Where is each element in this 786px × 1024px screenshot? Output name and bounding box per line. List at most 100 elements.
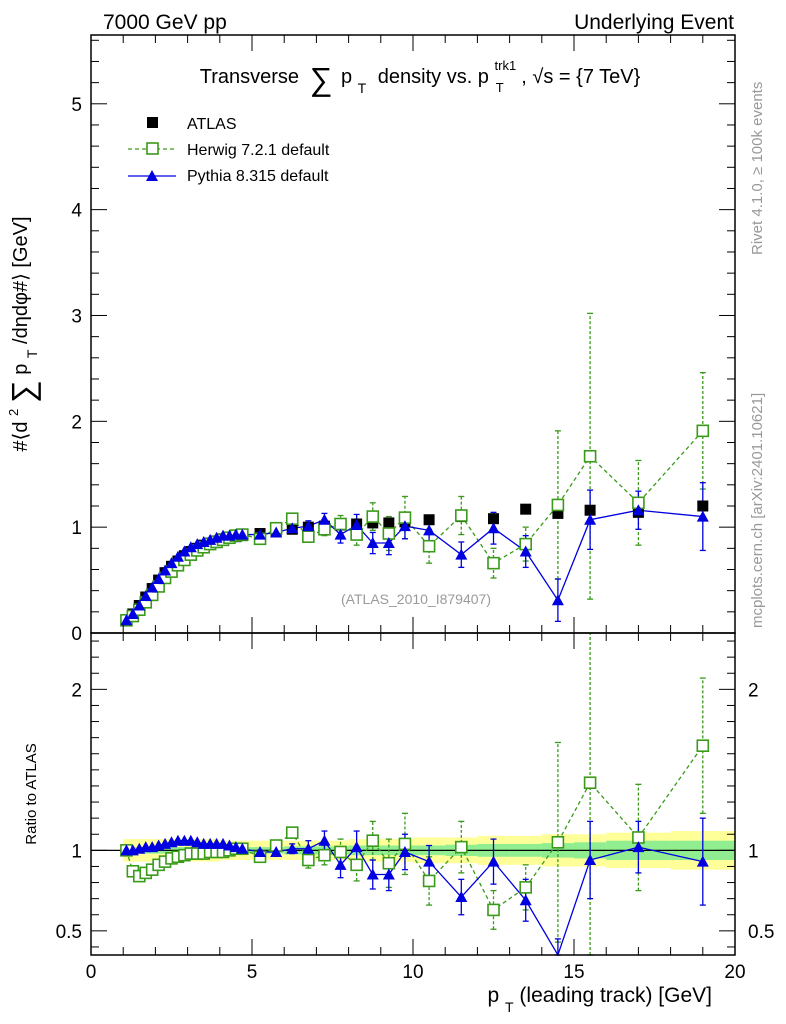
title-sub: T — [496, 80, 504, 95]
herwig-point — [487, 556, 500, 570]
x-tick-label: 10 — [402, 962, 423, 983]
herwig-point — [422, 539, 436, 553]
legend-atlas-label: ATLAS — [187, 116, 237, 133]
ratio-pythia-point — [519, 894, 532, 906]
ratio-herwig-point — [454, 840, 468, 854]
ratio-herwig-point — [583, 776, 597, 790]
xlabel: p T (leading track) [GeV] — [487, 984, 712, 1017]
title-mid: density vs. p — [378, 66, 489, 88]
pythia-point — [178, 545, 191, 557]
pythia-point — [398, 520, 411, 532]
pythia-point — [184, 541, 197, 553]
main-y-tick-label: 3 — [71, 306, 82, 327]
ratio-pythia-point — [487, 855, 500, 867]
pythia-point — [318, 513, 331, 525]
ratio-plot-panel: 0 5 10 15 200.5 0.51 12 2 Ratio to ATLAS p T (l… — [23, 632, 774, 1017]
ylabel-sq: 2 — [6, 409, 21, 416]
ratio-pythia-point — [270, 845, 283, 857]
header-left: 7000 GeV pp — [103, 11, 227, 34]
ratio-pythia-point — [398, 845, 411, 857]
pythia-point — [696, 510, 709, 522]
main-plot-ticks: 0 1 2 3 4 5 — [71, 35, 736, 645]
ratio-pythia-point — [254, 845, 267, 857]
atlas-point — [423, 514, 435, 526]
pythia-point — [334, 528, 347, 540]
ratio-pythia-point — [423, 855, 436, 867]
main-y-tick-label: 4 — [71, 201, 82, 222]
x-tick-label: 5 — [247, 962, 258, 983]
main-plot-panel: 0 1 2 3 4 5 Transverse ∑ p T density vs. p tr… — [5, 34, 736, 645]
pythia-point — [302, 520, 315, 532]
ratio-herwig-point — [318, 848, 331, 862]
ratio-pythia-point — [632, 841, 645, 853]
legend-herwig-marker — [146, 142, 159, 155]
ratio-plot-marks — [91, 632, 735, 957]
legend-pythia-label: Pythia 8.315 default — [187, 168, 329, 185]
ratio-pythia-point — [455, 891, 468, 903]
atlas-point — [488, 513, 499, 525]
x-tick-label: 15 — [563, 962, 584, 983]
ratio-plot-ticks: 0 5 10 15 200.5 0.51 12 2 — [56, 633, 774, 983]
pythia-point — [350, 519, 363, 531]
x-tick-label: 20 — [724, 962, 745, 983]
pythia-point — [152, 573, 165, 585]
ratio-pythia-point — [350, 841, 363, 853]
herwig-point — [583, 449, 597, 463]
xlabel-p: p — [487, 984, 499, 1007]
ratio-pythia-point — [302, 842, 315, 854]
x-tick-label: 0 — [86, 962, 97, 983]
pythia-point — [133, 599, 146, 611]
ratio-pythia-point — [366, 868, 379, 880]
pythia-point — [159, 564, 172, 576]
ratio-pythia-point — [584, 854, 597, 866]
pythia-point — [366, 537, 379, 549]
main-y-tick-label: 5 — [71, 95, 82, 116]
legend-herwig-label: Herwig 7.2.1 default — [187, 142, 330, 159]
pythia-point — [286, 522, 299, 534]
ratio-pythia-point — [236, 842, 249, 854]
ratio-herwig-point — [366, 834, 380, 847]
pythia-point — [254, 528, 267, 540]
atlas-point — [367, 517, 379, 529]
rivet-label: Rivet 4.1.0, ≥ 100k events — [749, 82, 766, 255]
pythia-point — [126, 607, 139, 619]
main-y-tick-label: 1 — [71, 518, 82, 539]
ratio-herwig-point — [382, 856, 396, 870]
header-right: Underlying Event — [574, 11, 734, 34]
ratio-herwig-point — [422, 874, 436, 888]
atlas-point — [697, 500, 709, 512]
ratio-y-tick-label-right: 1 — [748, 841, 759, 862]
pythia-point — [423, 524, 436, 536]
herwig-point — [302, 530, 315, 543]
herwig-point — [366, 510, 380, 523]
title-suffix: , √s = {7 TeV} — [521, 66, 640, 88]
pythia-point — [487, 522, 500, 534]
ratio-herwig-point — [519, 881, 533, 894]
ratio-herwig-point — [696, 739, 710, 753]
ratio-herwig-line — [125, 745, 704, 911]
main-y-tick-label: 0 — [71, 624, 82, 645]
herwig-point — [318, 522, 331, 536]
herwig-point — [454, 509, 468, 522]
title-sum: ∑ — [310, 61, 333, 97]
ratio-y-tick-label: 1 — [71, 841, 82, 862]
ratio-herwig-point — [334, 845, 347, 859]
main-plot-title: Transverse ∑ p T density vs. p trk1 T , … — [200, 53, 641, 98]
pythia-point — [632, 504, 645, 516]
atlas-point — [584, 504, 596, 516]
ratio-pythia-point — [318, 834, 331, 846]
ratio-herwig-point — [302, 853, 315, 867]
ratio-pythia-point — [696, 855, 709, 867]
atlas-point — [520, 503, 532, 515]
pythia-point — [120, 614, 133, 626]
xlabel-p-sub: T — [505, 999, 514, 1015]
ratio-y-tick-label-right: 2 — [748, 680, 759, 701]
ratio-y-tick-label: 0.5 — [56, 922, 82, 943]
ylabel-start: #⟨d — [10, 422, 32, 452]
pythia-point — [270, 526, 283, 538]
title-sup: trk1 — [495, 58, 517, 73]
ylabel-p: p — [10, 364, 32, 375]
ratio-herwig-point — [487, 903, 500, 917]
pythia-point — [551, 594, 564, 606]
herwig-point — [350, 528, 363, 541]
